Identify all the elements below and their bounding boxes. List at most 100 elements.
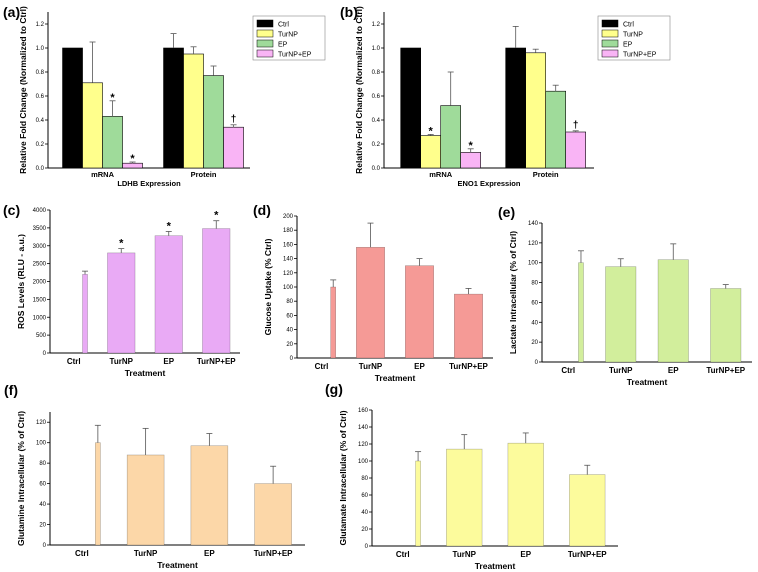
chart-a: (a) 0.0 0.2 0.4 0.6 0.8 1.0 1.2 Relative Fold Ch…	[3, 4, 326, 188]
y-tick-label: 0.0	[36, 166, 45, 172]
y-tick-label: 60	[531, 300, 538, 306]
bar	[203, 75, 224, 169]
y-tick-label: 80	[531, 281, 538, 287]
bar	[154, 235, 183, 354]
bar	[405, 265, 434, 359]
y-tick-label: 160	[358, 408, 369, 414]
chart-f: (f) 0 20 40 60 80 100 120 Glutamine Intracellula…	[4, 382, 305, 570]
y-tick-label: 0.8	[36, 70, 45, 76]
y-tick-label: 40	[286, 328, 293, 334]
legend-swatch	[601, 29, 619, 38]
bar	[454, 293, 483, 359]
y-tick-label: 60	[286, 313, 293, 319]
y-tick-label: 0	[290, 356, 294, 362]
legend-swatch	[256, 19, 274, 28]
y-axis-label: Relative Fold Change (Normalized to Ctrl…	[354, 6, 364, 174]
legend-swatch	[256, 39, 274, 48]
bar	[190, 445, 229, 546]
legend-swatch	[256, 29, 274, 38]
x-tick-label: Ctrl	[396, 550, 410, 559]
x-tick-label: Ctrl	[561, 366, 575, 375]
y-tick-label: 0.4	[36, 118, 45, 124]
y-tick-label: 1.0	[372, 46, 381, 52]
x-tick-label: EP	[414, 362, 425, 371]
y-tick-label: 0.6	[372, 94, 381, 100]
y-axis-label: Relative Fold Change (Normalized to Ctrl…	[18, 6, 28, 174]
chart-d: (d) 0 20 40 60 80 100 120 140 160 180 200 Glucose Up…	[253, 202, 493, 383]
bar	[569, 474, 606, 547]
chart-b: (b) 0.0 0.2 0.4 0.6 0.8 1.0 1.2 Relative Fold Ch…	[340, 4, 671, 188]
bar	[657, 259, 689, 363]
significance-mark: *	[214, 210, 219, 222]
chart-e: (e) 0 20 40 60 80 100 120 140 Lactate Intracellul…	[498, 204, 752, 387]
y-tick-label: 120	[358, 442, 369, 448]
legend-swatch	[601, 19, 619, 28]
bar	[183, 53, 204, 169]
y-tick-label: 60	[361, 493, 368, 499]
y-tick-label: 20	[361, 527, 368, 533]
y-tick-label: 200	[283, 214, 294, 220]
x-tick-label: mRNA	[429, 170, 453, 179]
panel-label: (a)	[3, 4, 20, 20]
bar	[95, 442, 101, 546]
y-axis-label: Glutamine Intracellular (% of Ctrl)	[16, 411, 26, 546]
y-tick-label: 20	[286, 342, 293, 348]
x-tick-label: TurNP	[609, 366, 633, 375]
legend-entry: EP	[278, 42, 288, 49]
y-tick-label: 2000	[33, 280, 47, 286]
x-tick-label: TurNP+EP	[449, 362, 488, 371]
legend-entry: Ctrl	[623, 22, 634, 29]
x-axis-label: ENO1 Expression	[458, 179, 521, 188]
x-tick-label: EP	[163, 357, 174, 366]
y-tick-label: 40	[531, 320, 538, 326]
y-axis-label: Glucose Uptake (% Ctrl)	[263, 238, 273, 335]
bar	[446, 448, 483, 547]
y-tick-label: 0	[43, 351, 47, 357]
y-tick-label: 0.2	[36, 142, 45, 148]
y-tick-label: 0	[535, 360, 539, 366]
bar	[460, 152, 482, 169]
y-tick-label: 1.2	[36, 22, 45, 28]
bar	[82, 274, 88, 354]
x-tick-label: Ctrl	[67, 357, 81, 366]
y-tick-label: 0.4	[372, 118, 381, 124]
y-tick-label: 1000	[33, 315, 47, 321]
significance-mark: *	[110, 92, 115, 104]
panel-label: (c)	[3, 202, 20, 218]
bar	[223, 126, 244, 169]
bar	[420, 135, 442, 169]
x-tick-label: Protein	[533, 170, 559, 179]
legend-entry: Ctrl	[278, 22, 289, 29]
bar	[107, 252, 136, 354]
significance-mark: *	[167, 220, 172, 232]
x-tick-label: EP	[668, 366, 679, 375]
y-tick-label: 160	[283, 242, 294, 248]
y-tick-label: 0	[43, 543, 47, 549]
panel-label: (e)	[498, 204, 515, 220]
bar	[578, 262, 584, 363]
bar	[126, 454, 165, 546]
y-tick-label: 180	[283, 228, 294, 234]
bar	[415, 460, 421, 547]
legend-entry: TurNP	[623, 32, 643, 39]
x-axis-label: Treatment	[157, 560, 198, 570]
y-tick-label: 80	[361, 476, 368, 482]
y-tick-label: 100	[528, 261, 539, 267]
y-tick-label: 100	[358, 459, 369, 465]
y-axis-label: ROS Levels (RLU - a.u.)	[16, 234, 26, 329]
bar	[505, 47, 527, 169]
y-tick-label: 1.0	[36, 46, 45, 52]
bar	[400, 47, 422, 169]
y-tick-label: 100	[283, 285, 294, 291]
bar	[565, 131, 587, 169]
chart-g: (g) 0 20 40 60 80 100 120 140 160 Glutamate Intrac…	[325, 381, 618, 571]
y-tick-label: 100	[36, 441, 47, 447]
bar	[356, 246, 385, 359]
bar	[525, 52, 547, 169]
y-tick-label: 120	[528, 241, 539, 247]
bar	[440, 105, 462, 169]
bar	[507, 442, 544, 547]
significance-mark: †	[231, 114, 237, 125]
legend-entry: EP	[623, 42, 633, 49]
significance-mark: *	[130, 153, 135, 165]
